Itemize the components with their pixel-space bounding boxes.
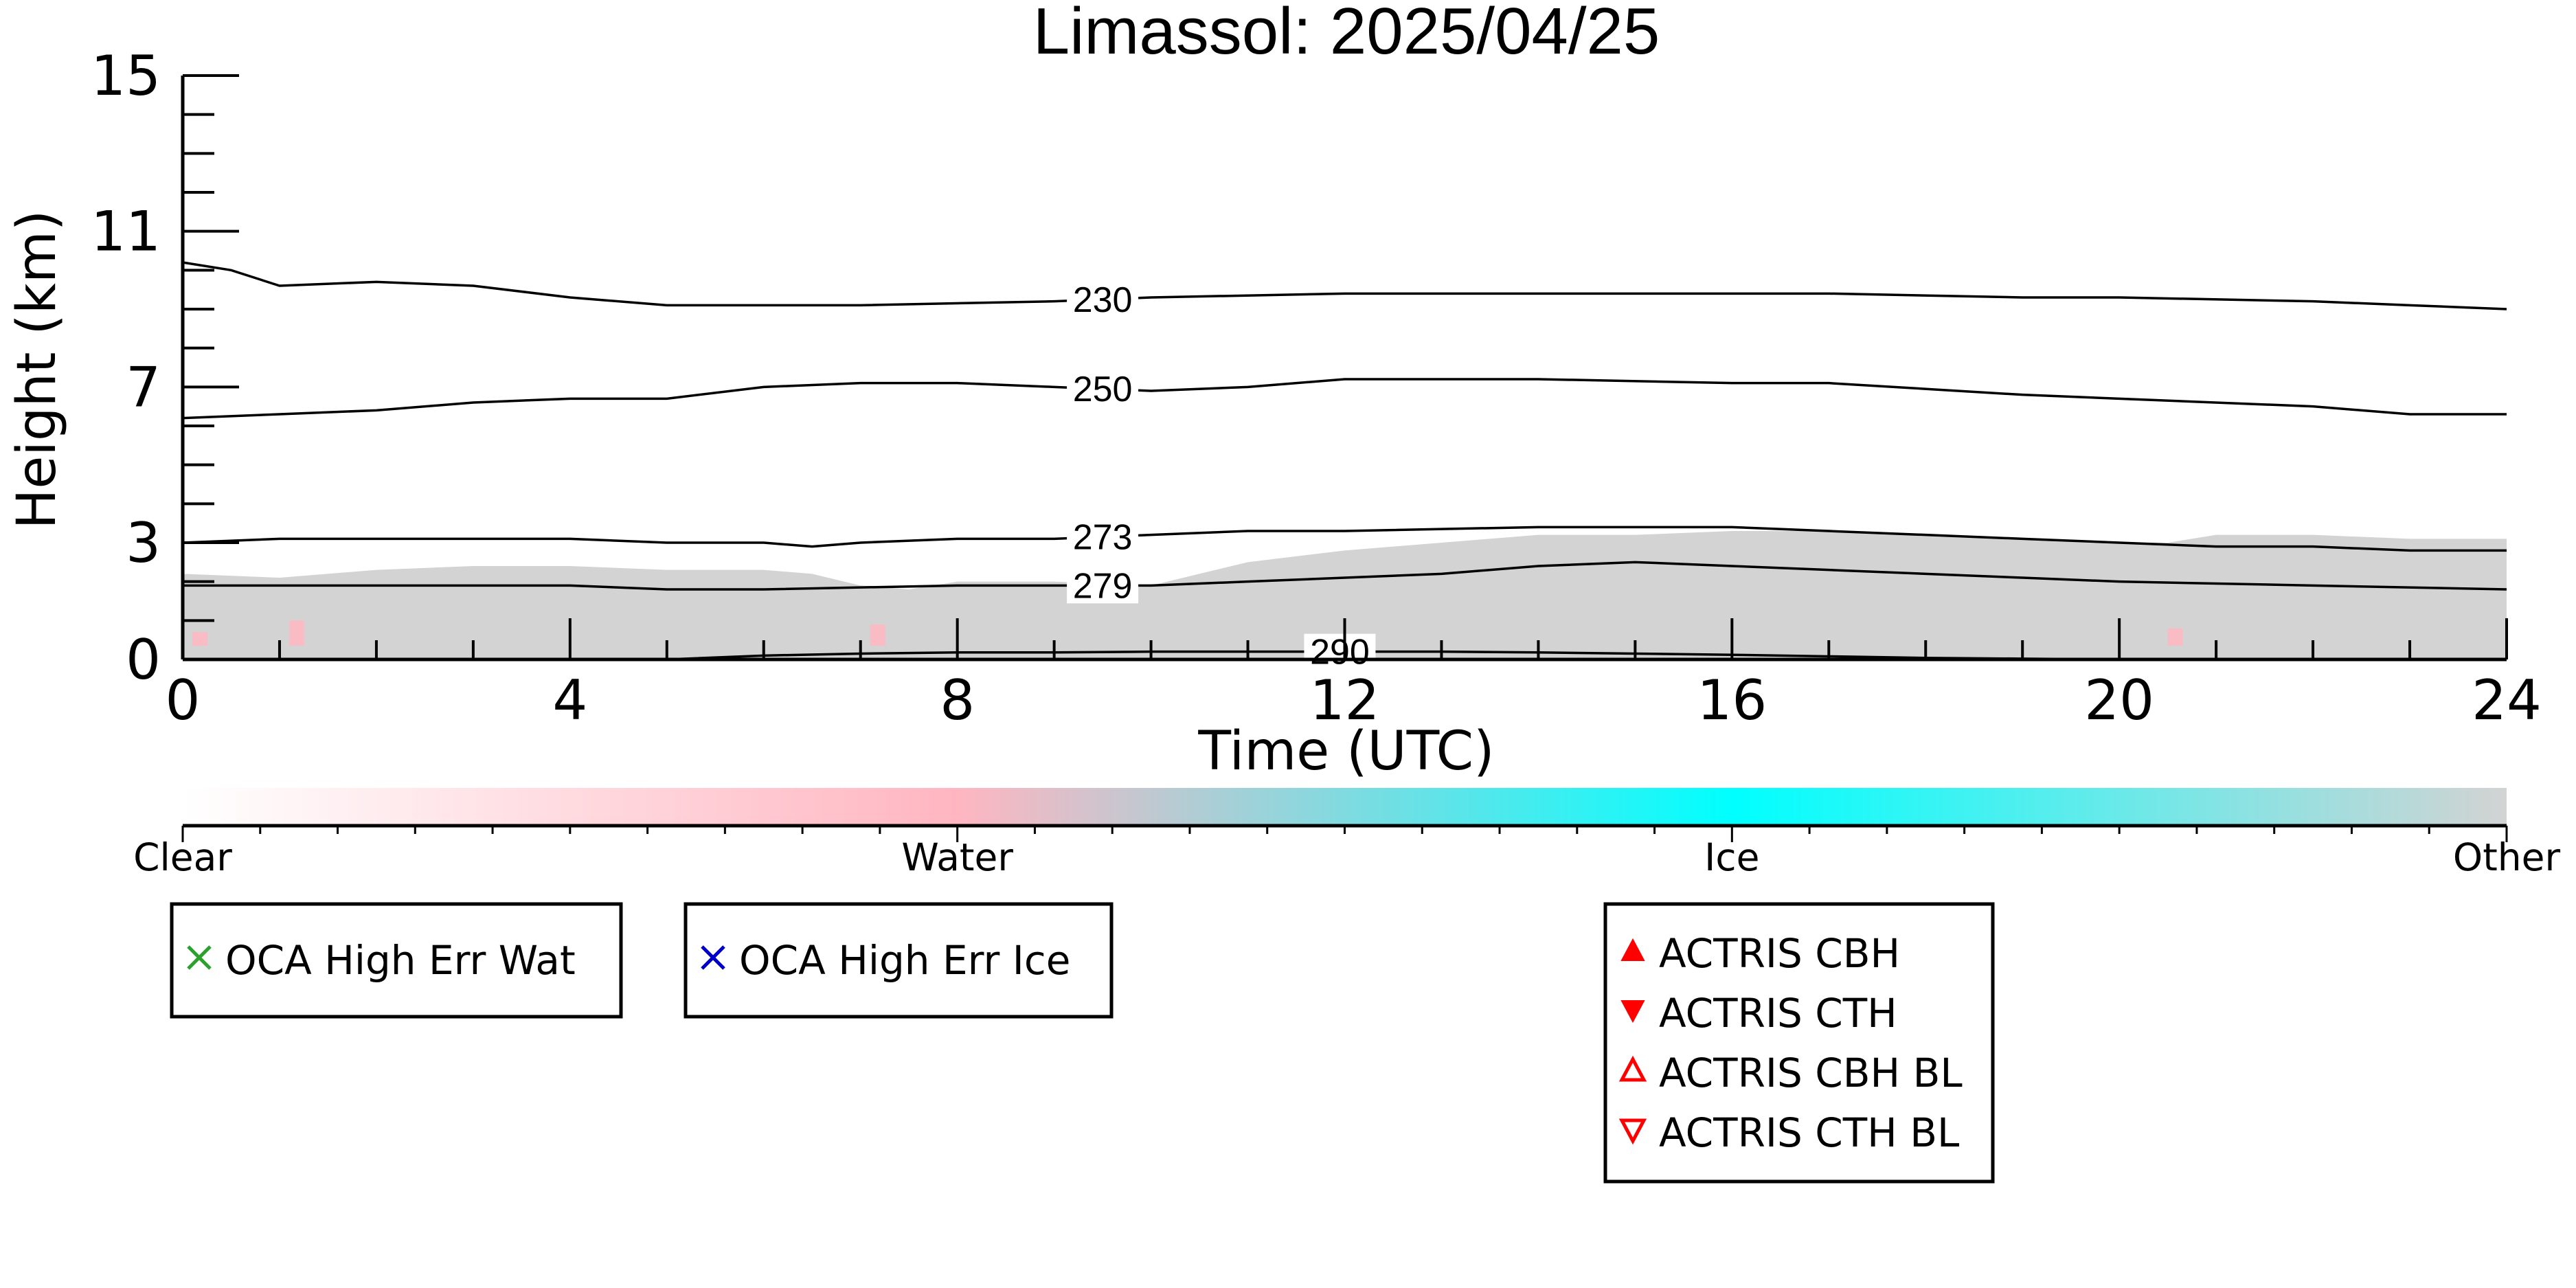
contour-line-290 xyxy=(666,650,2120,661)
legend-label: OCA High Err Ice xyxy=(739,937,1070,984)
water-patch-2 xyxy=(870,624,885,646)
colorbar-label-ice: Ice xyxy=(1704,835,1759,879)
colorbar: Clear Water Ice Other xyxy=(133,788,2560,879)
temperature-contours: 230 250 273 279 290 xyxy=(182,261,2507,673)
legend-label: ACTRIS CTH BL xyxy=(1659,1109,1959,1156)
x-tick-label: 4 xyxy=(552,668,587,732)
y-tick-label: 0 xyxy=(126,628,161,692)
ice-other-region xyxy=(183,531,2507,659)
x-tick-label: 0 xyxy=(166,668,201,732)
legend-frame xyxy=(683,902,1114,1019)
x-axis-title: Time (UTC) xyxy=(1197,721,1494,782)
x-tick-label: 20 xyxy=(2084,668,2154,732)
contour-label-230: 230 xyxy=(1073,280,1133,320)
y-tick-label: 15 xyxy=(91,44,161,108)
legend-box-1: OCA High Err Ice xyxy=(683,902,1114,1019)
legend-marker-icon xyxy=(1620,1000,1645,1024)
y-tick-label: 11 xyxy=(91,200,161,264)
colorbar-label-water: Water xyxy=(901,835,1013,879)
legend-marker-icon xyxy=(187,945,212,970)
contour-label-290: 290 xyxy=(1310,633,1370,673)
water-patch-0 xyxy=(192,632,208,646)
contour-line-230 xyxy=(182,261,2507,310)
x-tick-label: 24 xyxy=(2472,668,2542,732)
legend-marker-icon xyxy=(701,945,725,970)
contour-label-250: 250 xyxy=(1073,370,1133,409)
contour-label-bg-250 xyxy=(1067,371,1139,407)
contour-label-279: 279 xyxy=(1073,566,1133,606)
legend-label: OCA High Err Wat xyxy=(225,937,576,984)
contour-line-273 xyxy=(182,526,2507,552)
contour-label-bg-273 xyxy=(1067,519,1139,555)
y-tick-label: 7 xyxy=(126,355,161,419)
legend-marker-icon xyxy=(1618,1055,1647,1082)
classification-field xyxy=(183,531,2507,659)
legend-label: ACTRIS CBH xyxy=(1659,930,1900,977)
contour-label-bg-279 xyxy=(1067,567,1139,604)
y-axis-title: Height (km) xyxy=(6,210,68,530)
legends: OCA High Err Wat OCA High Err Ice ACTRIS C… xyxy=(170,902,1995,1184)
legend-frame xyxy=(1603,902,1995,1184)
legend-frame xyxy=(170,902,623,1019)
colorbar-label-other: Other xyxy=(2453,835,2561,879)
contour-line-279 xyxy=(183,561,2507,591)
colorbar-gradient xyxy=(183,788,2507,826)
legend-box-0: OCA High Err Wat xyxy=(170,902,623,1019)
contour-label-bg-230 xyxy=(1067,281,1139,317)
water-patch-1 xyxy=(289,620,305,646)
legend-marker-icon xyxy=(1620,938,1645,961)
plot-axes: 0 4 8 12 16 20 24 0 3 7 11 15 xyxy=(91,44,2542,732)
contour-label-bg-290 xyxy=(1304,633,1376,670)
water-patch-3 xyxy=(2167,628,2183,646)
colorbar-label-clear: Clear xyxy=(133,835,232,879)
contour-line-250 xyxy=(182,378,2507,420)
chart-title: Limassol: 2025/04/25 xyxy=(1033,0,1660,68)
legend-marker-icon xyxy=(1618,1118,1647,1145)
y-tick-label: 3 xyxy=(126,511,161,575)
x-tick-label: 8 xyxy=(940,668,975,732)
contour-label-273: 273 xyxy=(1073,518,1133,558)
legend-label: ACTRIS CTH xyxy=(1659,990,1897,1037)
legend-box-2: ACTRIS CBH ACTRIS CTH ACTRIS CBH BL ACTRIS … xyxy=(1603,902,1995,1184)
x-tick-label: 12 xyxy=(1310,668,1380,732)
x-tick-label: 16 xyxy=(1697,668,1767,732)
legend-label: ACTRIS CBH BL xyxy=(1659,1050,1963,1096)
